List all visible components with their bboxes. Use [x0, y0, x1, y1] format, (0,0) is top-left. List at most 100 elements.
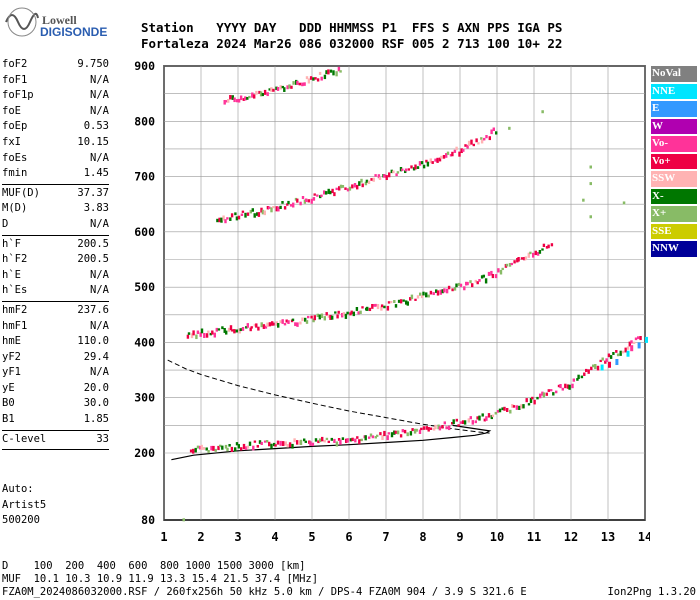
param-row: MUF(D) 37.37	[2, 186, 109, 202]
legend-item: W	[651, 118, 697, 134]
param-value: N/A	[90, 217, 109, 230]
echo-point	[463, 286, 466, 291]
echo-point	[196, 445, 200, 449]
echo-point	[268, 88, 271, 91]
param-value: 1.45	[83, 167, 109, 180]
echo-point	[230, 213, 234, 218]
param-key: fxI	[2, 135, 21, 148]
echo-point	[594, 364, 597, 370]
echo-point	[615, 359, 619, 366]
x-tick-label: 13	[601, 530, 615, 544]
echo-point	[274, 444, 277, 447]
echo-point	[221, 326, 224, 330]
param-value: N/A	[90, 104, 109, 117]
echo-point	[630, 345, 634, 352]
echo-point	[290, 85, 293, 89]
param-row: h`Es N/A	[2, 283, 109, 299]
echo-point	[233, 97, 236, 103]
echo-point	[604, 360, 607, 364]
echo-point	[414, 298, 417, 301]
echo-point	[405, 300, 408, 305]
param-value: N/A	[90, 284, 109, 297]
echo-point	[534, 250, 537, 256]
echo-point	[261, 93, 264, 97]
echo-point	[545, 246, 549, 249]
echo-point	[268, 206, 271, 209]
echo-point	[467, 140, 471, 146]
x-tick-label: 6	[345, 530, 352, 544]
echo-point	[483, 137, 486, 141]
echo-point	[241, 327, 245, 331]
echo-point	[383, 430, 386, 437]
legend-item: Vo+	[651, 153, 697, 169]
echo-point	[440, 155, 443, 159]
lowell-digisonde-logo: Lowell DIGISONDE	[4, 4, 107, 42]
echo-point	[439, 289, 442, 295]
echo-point	[538, 250, 542, 254]
echo-point	[252, 445, 255, 451]
echo-point	[194, 447, 197, 453]
echo-point	[407, 168, 410, 171]
echo-point	[371, 435, 375, 439]
echo-point	[303, 82, 306, 86]
echo-point	[464, 144, 467, 147]
echo-point	[286, 203, 289, 206]
param-key: h`F	[2, 237, 21, 250]
echo-point	[237, 98, 241, 103]
echo-point	[441, 289, 444, 294]
echo-point	[335, 441, 339, 447]
echo-point	[459, 421, 462, 424]
echo-point	[590, 366, 593, 371]
echo-point	[270, 207, 273, 213]
echo-point	[281, 319, 284, 324]
parameters-panel: foF2 9.750 foF1 N/A foF1p N/A foE N/A foEp 0.53 fx…	[2, 57, 109, 451]
echo-point	[466, 144, 469, 149]
echo-point	[335, 187, 338, 191]
software-credit: Ion2Png 1.3.20	[607, 586, 696, 598]
echo-point	[480, 137, 483, 140]
echo-point	[320, 313, 324, 319]
echo-point	[260, 322, 263, 328]
x-tick-label: 12	[564, 530, 578, 544]
echo-point	[296, 198, 299, 203]
echo-point	[532, 252, 535, 258]
echo-point	[341, 437, 345, 440]
echo-point	[223, 328, 226, 333]
echo-point	[370, 178, 373, 181]
legend-item: X-	[651, 188, 697, 204]
echo-point	[432, 427, 436, 431]
echo-point	[212, 445, 215, 451]
echo-point	[550, 243, 554, 247]
echo-point	[372, 177, 375, 182]
echo-point	[333, 438, 336, 443]
echo-point	[312, 197, 316, 201]
echo-point	[287, 320, 290, 324]
echo-point	[609, 355, 613, 359]
param-key: MUF(D)	[2, 186, 40, 199]
echo-point	[279, 205, 282, 210]
echo-point	[253, 213, 256, 218]
echo-point	[227, 99, 230, 103]
echo-point	[360, 438, 363, 442]
echo-point	[357, 311, 360, 315]
echo-point	[236, 99, 239, 103]
echo-point	[203, 333, 206, 339]
param-row: h`E N/A	[2, 268, 109, 284]
autoscaling-info: Auto: Artist5 500200	[2, 482, 46, 529]
echo-point	[393, 300, 396, 304]
echo-point	[275, 321, 278, 326]
x-tick-label: 1	[160, 530, 167, 544]
y-tick-label: 80	[141, 513, 155, 527]
y-tick-label: 500	[134, 280, 155, 294]
echo-point	[246, 445, 250, 449]
echo-point	[462, 149, 465, 152]
echo-point	[401, 429, 404, 433]
echo-point	[223, 100, 226, 105]
echo-point	[192, 448, 195, 454]
echo-outlier	[622, 201, 626, 205]
echo-point	[329, 315, 332, 320]
param-key: h`Es	[2, 284, 28, 297]
echo-point	[568, 384, 571, 390]
echo-point	[495, 131, 498, 135]
echo-point	[257, 326, 260, 331]
